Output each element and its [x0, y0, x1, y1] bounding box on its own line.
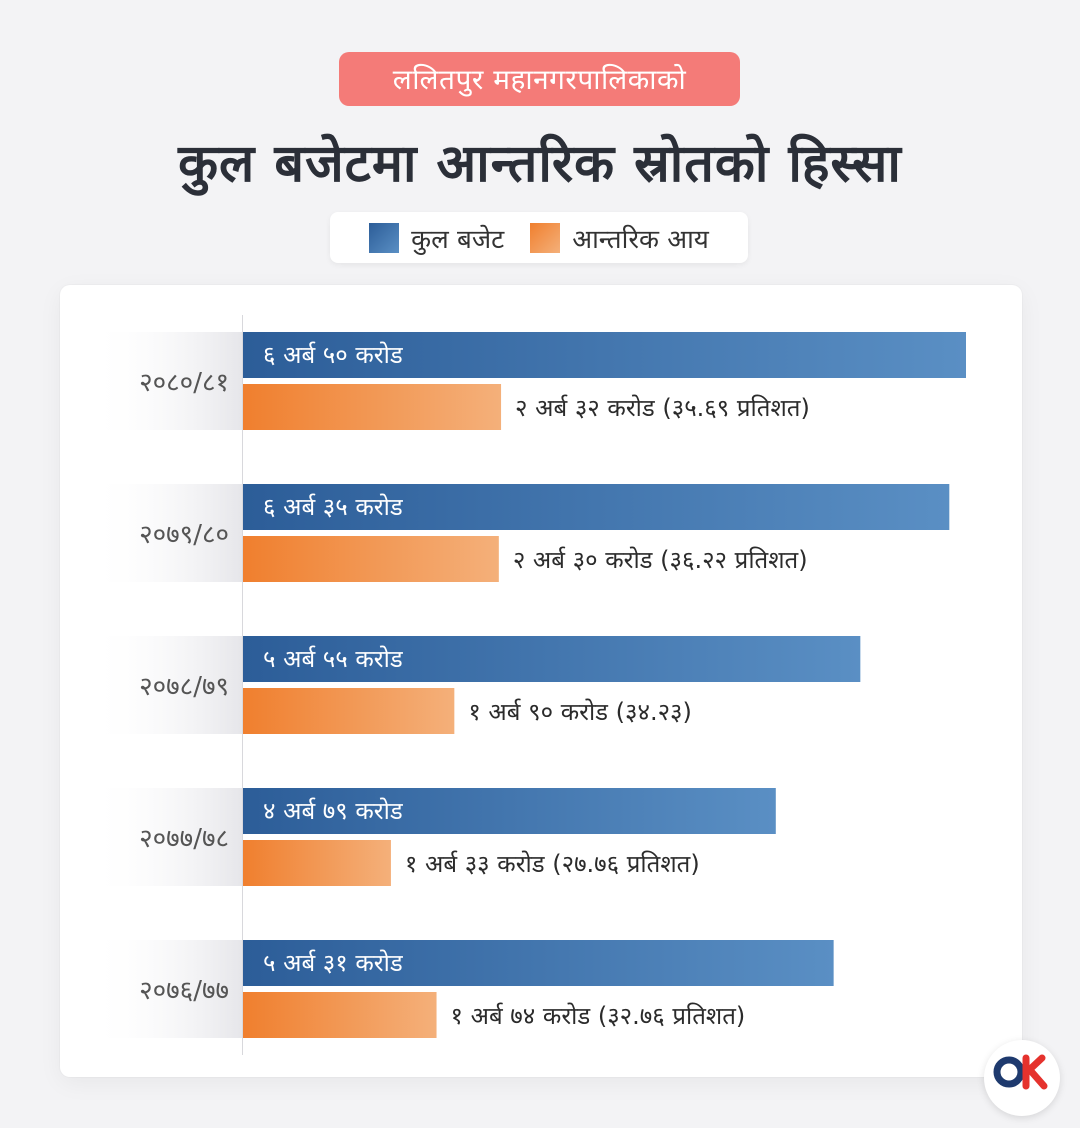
bar-group: २०७६/७७ ५ अर्ब ३१ करोड १ अर्ब ७४ करोड (३२.… [90, 940, 834, 1038]
legend-swatch-internal [530, 222, 561, 253]
category-band [90, 636, 242, 734]
bar-group: २०८०/८१ ६ अर्ब ५० करोड २ अर्ब ३२ करोड (३५.… [90, 332, 966, 430]
legend-item-internal: आन्तरिक आय [530, 220, 709, 256]
chart-title: कुल बजेटमा आन्तरिक स्रोतको हिस्सा [178, 134, 902, 194]
chart-panel: २०८०/८१ ६ अर्ब ५० करोड २ अर्ब ३२ करोड (३५.… [60, 285, 1022, 1077]
municipality-badge-text: ललितपुर महानगरपालिकाको [392, 63, 687, 96]
category-label: २०८०/८१ [139, 368, 229, 398]
legend-swatch-total [369, 222, 400, 253]
category-band [90, 332, 242, 430]
bar-internal [243, 688, 455, 734]
bar-total [243, 636, 861, 682]
bar-total [243, 940, 834, 986]
bar-internal [243, 840, 391, 886]
category-band [90, 940, 242, 1038]
bar-total-label: ५ अर्ब ५५ करोड [263, 645, 404, 673]
bar-group: २०७८/७९ ५ अर्ब ५५ करोड १ अर्ब ९० करोड (३४.… [90, 636, 861, 734]
category-label: २०७८/७९ [139, 672, 229, 702]
bar-total [243, 484, 950, 530]
bar-internal-label: १ अर्ब ९० करोड (३४.२३) [468, 698, 692, 726]
bar-internal-label: २ अर्ब ३२ करोड (३५.६९ प्रतिशत) [515, 394, 810, 422]
bar-total [243, 332, 966, 378]
bar-total-label: ६ अर्ब ५० करोड [263, 341, 404, 369]
ok-logo-icon [993, 1054, 1048, 1090]
bar-internal-label: १ अर्ब ३३ करोड (२७.७६ प्रतिशत) [405, 850, 700, 878]
bar-group: २०७९/८० ६ अर्ब ३५ करोड २ अर्ब ३० करोड (३६.… [90, 484, 950, 582]
bar-internal-label: १ अर्ब ७४ करोड (३२.७६ प्रतिशत) [451, 1002, 746, 1030]
category-label: २०७६/७७ [139, 976, 229, 1006]
bar-group: २०७७/७८ ४ अर्ब ७९ करोड१ अर्ब ३३ करोड (२७.… [90, 788, 776, 886]
category-label: २०७७/७८ [139, 824, 229, 854]
bar-total-label: ६ अर्ब ३५ करोड [263, 493, 404, 521]
legend-label-internal: आन्तरिक आय [572, 224, 709, 255]
bar-internal-label: २ अर्ब ३० करोड (३६.२२ प्रतिशत) [513, 546, 808, 574]
legend-item-total: कुल बजेट [369, 220, 504, 256]
bar-internal [243, 992, 437, 1038]
bar-chart: २०८०/८१ ६ अर्ब ५० करोड २ अर्ब ३२ करोड (३५.… [90, 315, 966, 1055]
bar-total [243, 788, 776, 834]
bar-total-label: ४ अर्ब ७९ करोड [263, 797, 404, 825]
category-band [90, 788, 242, 886]
chart-legend: कुल बजेट आन्तरिक आय [330, 212, 748, 263]
municipality-badge: ललितपुर महानगरपालिकाको [339, 52, 740, 106]
bar-internal [243, 384, 502, 430]
category-band [90, 484, 242, 582]
legend-label-total: कुल बजेट [411, 224, 505, 255]
bar-total-label: ५ अर्ब ३१ करोड [263, 949, 404, 977]
category-label: २०७९/८० [139, 520, 229, 550]
bar-internal [243, 536, 499, 582]
onlinekhabar-logo [984, 1040, 1060, 1116]
